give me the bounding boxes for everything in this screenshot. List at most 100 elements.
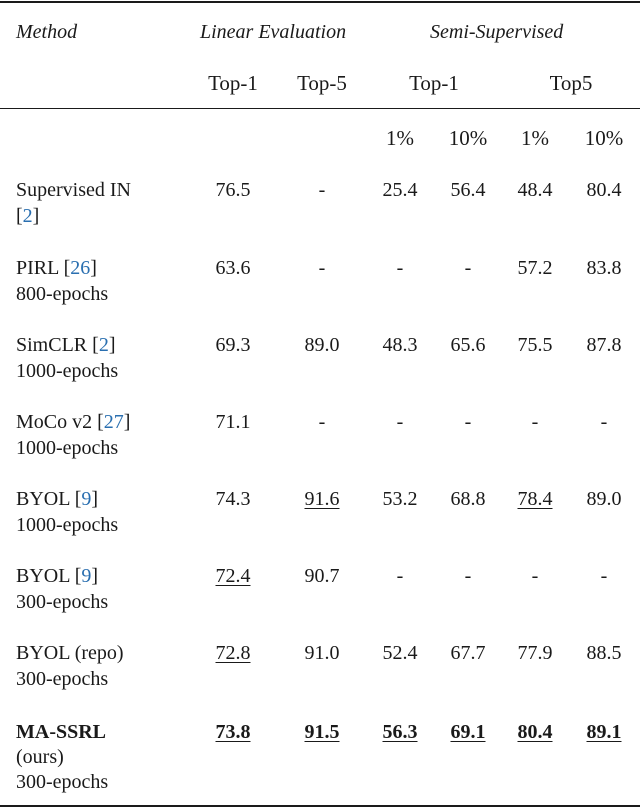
citation-bracket: [ — [63, 257, 71, 279]
table-cell-best: 69.1 — [450, 721, 486, 743]
top-rule — [0, 1, 640, 3]
table-cell: 25.4 — [382, 179, 418, 201]
table-cell: 77.9 — [517, 642, 553, 664]
method-name: PIRL [26] — [16, 258, 97, 278]
table-cell: 72.8 — [215, 642, 251, 664]
method-name: BYOL [9] — [16, 489, 98, 509]
table-cell: 48.4 — [517, 179, 553, 201]
table-cell: 68.8 — [450, 488, 486, 510]
table-cell: - — [464, 257, 472, 279]
semi-supervised-header: Semi-Supervised — [430, 21, 564, 43]
citation-bracket: ] — [90, 257, 97, 279]
table-cell: 65.6 — [450, 334, 486, 356]
table-cell-best: 73.8 — [215, 721, 251, 743]
table-cell: 75.5 — [517, 334, 553, 356]
citation-bracket: [ — [74, 488, 82, 510]
method-epochs: 1000-epochs — [16, 514, 119, 536]
table-cell-best: 91.5 — [304, 721, 340, 743]
table-cell-best: 89.1 — [586, 721, 622, 743]
method-label: BYOL — [16, 488, 75, 510]
method-name-ours: MA-SSRL — [16, 721, 107, 743]
table-cell: 80.4 — [586, 179, 622, 201]
bottom-rule — [0, 805, 640, 807]
table-cell: - — [396, 411, 404, 433]
semi-top5-1pct-header: 1% — [521, 126, 549, 150]
citation-link: 9 — [81, 488, 92, 510]
citation-bracket: [ — [92, 334, 99, 356]
citation-bracket: ] — [32, 205, 40, 227]
table-cell: 71.1 — [215, 411, 251, 433]
method-name: BYOL [9] — [16, 566, 98, 586]
table-cell-best: 56.3 — [382, 721, 418, 743]
table-cell: 83.8 — [586, 257, 622, 279]
table-cell: 72.4 — [215, 565, 251, 587]
method-label: BYOL — [16, 565, 75, 587]
table-cell: 69.3 — [215, 334, 251, 356]
method-epochs: 1000-epochs — [16, 437, 119, 459]
table-cell: 76.5 — [215, 179, 251, 201]
citation-link: 2 — [22, 205, 33, 227]
citation-bracket: ] — [123, 411, 131, 433]
table-cell: - — [531, 411, 539, 433]
citation-bracket: [ — [97, 411, 104, 433]
table-cell: 56.4 — [450, 179, 486, 201]
citation-link: 26 — [70, 257, 91, 279]
method-epochs: 300-epochs — [16, 591, 109, 613]
method-epochs: 300-epochs — [16, 771, 109, 793]
method-epochs: 800-epochs — [16, 283, 109, 305]
table-cell: 89.0 — [304, 334, 340, 356]
table-cell: - — [318, 179, 326, 201]
method-epochs: 300-epochs — [16, 668, 109, 690]
linear-top5-header: Top-5 — [297, 71, 347, 95]
table-cell: - — [464, 411, 472, 433]
table-cell: 88.5 — [586, 642, 622, 664]
linear-evaluation-header: Linear Evaluation — [200, 21, 347, 43]
table-cell: 48.3 — [382, 334, 418, 356]
method-header: Method — [16, 21, 78, 43]
method-label: PIRL — [16, 257, 64, 279]
semi-top5-10pct-header: 10% — [584, 126, 624, 150]
citation-link: 9 — [81, 565, 92, 587]
method-epochs: 1000-epochs — [16, 360, 119, 382]
citation-bracket: ] — [108, 334, 116, 356]
table-cell: 90.7 — [304, 565, 340, 587]
semi-top1-10pct-header: 10% — [448, 126, 488, 150]
table-cell: - — [600, 565, 608, 587]
table-cell: 74.3 — [215, 488, 251, 510]
citation-bracket: [ — [74, 565, 82, 587]
table-cell: 91.6 — [304, 488, 340, 510]
semi-top1-1pct-header: 1% — [386, 126, 414, 150]
table-cell: 78.4 — [517, 488, 553, 510]
method-label: MoCo v2 — [16, 411, 98, 433]
table-cell: 89.0 — [586, 488, 622, 510]
method-name: Supervised IN — [16, 180, 131, 200]
citation-link: 2 — [98, 334, 109, 356]
table-cell-best: 80.4 — [517, 721, 553, 743]
citation-bracket: [ — [16, 205, 23, 227]
header-rule — [0, 108, 640, 109]
method-ours-tag: (ours) — [16, 746, 64, 768]
method-name: MoCo v2 [27] — [16, 412, 130, 432]
method-label: SimCLR — [16, 334, 93, 356]
citation-bracket: ] — [91, 565, 99, 587]
table-cell: 53.2 — [382, 488, 418, 510]
table-cell: - — [318, 257, 326, 279]
table-cell: - — [464, 565, 472, 587]
table-cell: 52.4 — [382, 642, 418, 664]
method-name: SimCLR [2] — [16, 335, 115, 355]
method-name: BYOL (repo) — [16, 643, 124, 663]
semi-top5-header: Top5 — [549, 71, 593, 95]
table-cell: 87.8 — [586, 334, 622, 356]
table-cell: 91.0 — [304, 642, 340, 664]
method-label: Supervised IN — [16, 179, 131, 201]
semi-top1-header: Top-1 — [409, 71, 459, 95]
table-cell: - — [396, 565, 404, 587]
citation-link: 27 — [103, 411, 124, 433]
table-cell: - — [318, 411, 326, 433]
table-cell: - — [531, 565, 539, 587]
citation-bracket: ] — [91, 488, 99, 510]
linear-top1-header: Top-1 — [208, 71, 258, 95]
table-cell: 57.2 — [517, 257, 553, 279]
table-cell: - — [600, 411, 608, 433]
table-cell: - — [396, 257, 404, 279]
